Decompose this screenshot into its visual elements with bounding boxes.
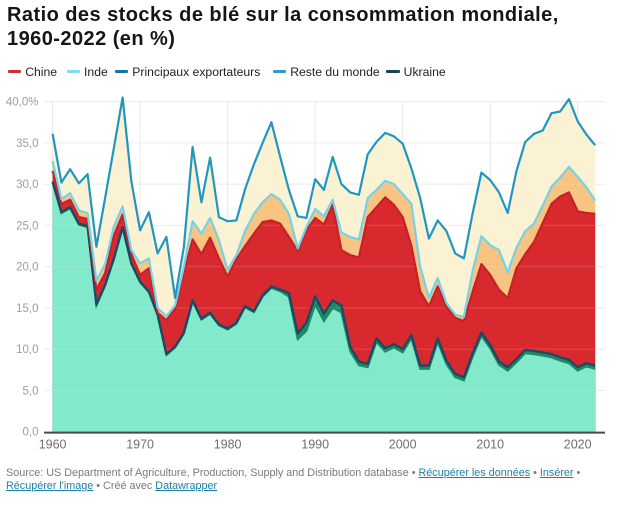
svg-text:1990: 1990 [301,438,329,452]
svg-text:1970: 1970 [126,438,154,452]
svg-text:2020: 2020 [564,438,592,452]
svg-text:1960: 1960 [39,438,67,452]
svg-text:30,0: 30,0 [16,179,38,191]
svg-text:2010: 2010 [476,438,504,452]
svg-text:5,0: 5,0 [23,385,39,397]
svg-text:25,0: 25,0 [16,220,38,232]
svg-text:0,0: 0,0 [23,427,39,439]
svg-text:40,0%: 40,0% [6,97,39,109]
svg-text:10,0: 10,0 [16,344,38,356]
svg-text:35,0: 35,0 [16,138,38,150]
svg-text:20,0: 20,0 [16,262,38,274]
svg-text:1980: 1980 [214,438,242,452]
svg-text:2000: 2000 [389,438,417,452]
svg-text:15,0: 15,0 [16,303,38,315]
